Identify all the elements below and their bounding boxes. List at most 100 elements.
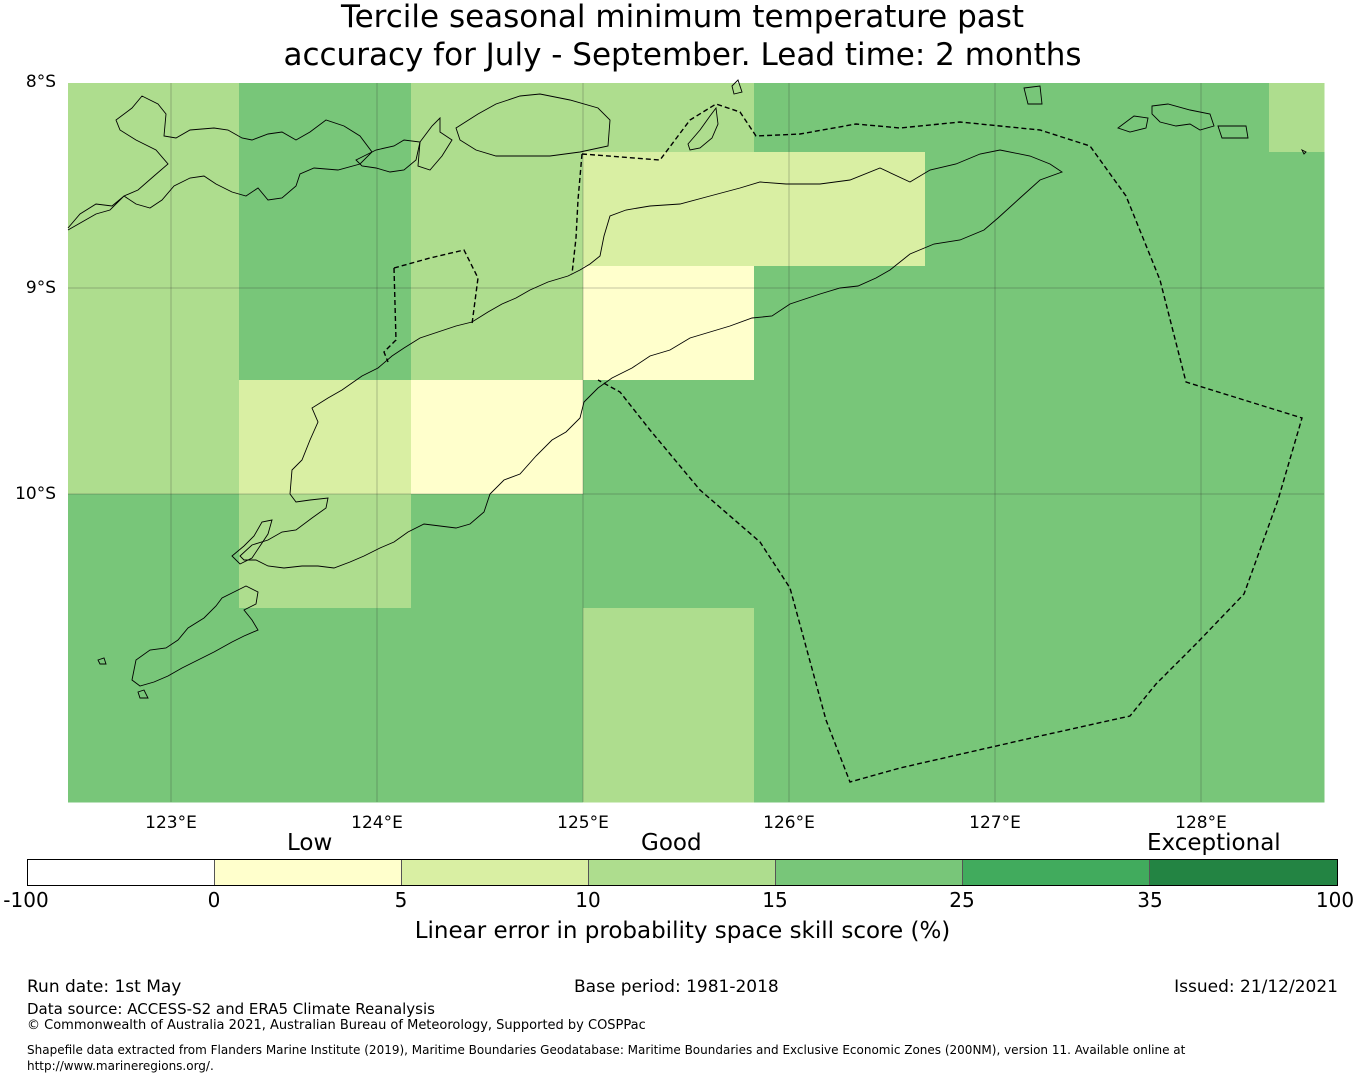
lon-label-126e: 126°E <box>763 813 815 833</box>
grid-cell <box>239 83 412 153</box>
grid-cell <box>754 380 926 495</box>
colorbar-tick: 15 <box>762 888 788 912</box>
colorbar-segment-2 <box>215 860 402 885</box>
grid-cell <box>925 380 1098 495</box>
grid-cell <box>583 494 755 609</box>
lembata-coastline <box>355 139 421 173</box>
colorbar-segment-6 <box>963 860 1150 885</box>
colorbar-segment-1 <box>28 860 215 885</box>
shapefile-credit-line-2: http://www.marineregions.org/. <box>27 1059 214 1073</box>
colorbar-segment-5 <box>776 860 963 885</box>
eez-boundary-west <box>383 153 583 363</box>
lon-label-125e: 125°E <box>557 813 609 833</box>
timor-coastline <box>239 149 1063 569</box>
base-period: Base period: 1981-2018 <box>574 977 779 997</box>
small-island-5 <box>137 689 149 699</box>
grid-cell <box>239 266 412 381</box>
category-good: Good <box>641 830 702 856</box>
colorbar-tick: 100 <box>1315 888 1355 912</box>
lat-label-8s: 8°S <box>25 72 56 92</box>
colorbar-segment-3 <box>402 860 589 885</box>
grid-cell <box>411 608 584 803</box>
small-island-3 <box>1023 85 1043 105</box>
small-island-7 <box>731 79 743 95</box>
title-line-2: accuracy for July - September. Lead time… <box>283 37 1082 73</box>
lon-label-128e: 128°E <box>1175 813 1227 833</box>
issued-date: Issued: 21/12/2021 <box>1174 977 1338 997</box>
grid-cell <box>411 83 584 153</box>
lat-label-9s: 9°S <box>25 278 56 298</box>
grid-cell <box>925 266 1098 381</box>
small-island-4 <box>97 657 107 665</box>
grid-cell <box>754 152 926 267</box>
grid-cell <box>1097 266 1270 381</box>
grid-cell <box>583 380 755 495</box>
category-low: Low <box>287 830 333 856</box>
grid-cell <box>1269 266 1325 381</box>
grid-cell <box>239 608 412 803</box>
grid-cell <box>925 83 1098 153</box>
grid-cell <box>583 152 755 267</box>
colorbar-label: Linear error in probability space skill … <box>414 918 951 944</box>
colorbar-tick: 5 <box>394 888 408 912</box>
wetar-coastline <box>1151 103 1215 131</box>
grid-cell <box>411 152 584 267</box>
colorbar-tick: 0 <box>207 888 221 912</box>
grid-cell <box>754 266 926 381</box>
category-exceptional: Exceptional <box>1147 830 1281 856</box>
grid-cell <box>754 83 926 153</box>
colorbar <box>27 859 1338 886</box>
graticule <box>68 83 1324 802</box>
grid-cell <box>1097 494 1270 609</box>
grid-cell <box>925 608 1098 803</box>
lon-label-123e: 123°E <box>145 813 197 833</box>
colorbar-tick: -100 <box>3 888 49 912</box>
copyright: © Commonwealth of Australia 2021, Austra… <box>27 1018 646 1033</box>
grid-cell <box>1097 83 1270 153</box>
grid-cell <box>754 494 926 609</box>
atauro-coastline <box>687 106 719 151</box>
grid-cell <box>1269 83 1325 153</box>
small-island-6 <box>1300 148 1307 155</box>
run-date: Run date: 1st May <box>27 977 182 997</box>
grid-cell <box>1269 494 1325 609</box>
grid-cell <box>411 380 584 495</box>
grid-cell <box>68 266 240 381</box>
grid-cell <box>411 494 584 609</box>
shapefile-credit-line-1: Shapefile data extracted from Flanders M… <box>27 1043 1186 1057</box>
grid-cell <box>1269 608 1325 803</box>
title-line-1: Tercile seasonal minimum temperature pas… <box>340 0 1025 35</box>
grid-cell <box>68 608 240 803</box>
pantar-coastline <box>417 116 453 171</box>
grid-cell <box>239 380 412 495</box>
grid-cell <box>583 608 755 803</box>
grid-cell <box>583 266 755 381</box>
colorbar-tick: 10 <box>575 888 601 912</box>
grid-cell <box>925 494 1098 609</box>
lon-label-127e: 127°E <box>969 813 1021 833</box>
grid-cell <box>754 608 926 803</box>
coastlines <box>67 79 1307 699</box>
rote-coastline <box>131 585 259 687</box>
colorbar-segment-4 <box>589 860 776 885</box>
lat-label-10s: 10°S <box>15 484 56 504</box>
grid-cell <box>411 266 584 381</box>
grid-cell <box>1097 608 1270 803</box>
grid-cell <box>1269 380 1325 495</box>
grid-cell <box>925 152 1098 267</box>
lon-label-124e: 124°E <box>351 813 403 833</box>
grid-cell <box>1097 152 1270 267</box>
grid-cell <box>68 83 240 153</box>
data-source: Data source: ACCESS-S2 and ERA5 Climate … <box>27 1000 435 1018</box>
colorbar-tick: 25 <box>949 888 975 912</box>
eez-boundary-east <box>581 103 1303 783</box>
alor-coastline <box>455 93 611 157</box>
grid-cell <box>583 83 755 153</box>
colorbar-tick: 35 <box>1137 888 1163 912</box>
grid-cell <box>239 152 412 267</box>
maritime-boundaries <box>383 103 1303 783</box>
grid-cell <box>68 152 240 267</box>
chart-title: Tercile seasonal minimum temperature pas… <box>0 0 1365 74</box>
grid-cell <box>68 494 240 609</box>
grid-cell <box>1269 152 1325 267</box>
